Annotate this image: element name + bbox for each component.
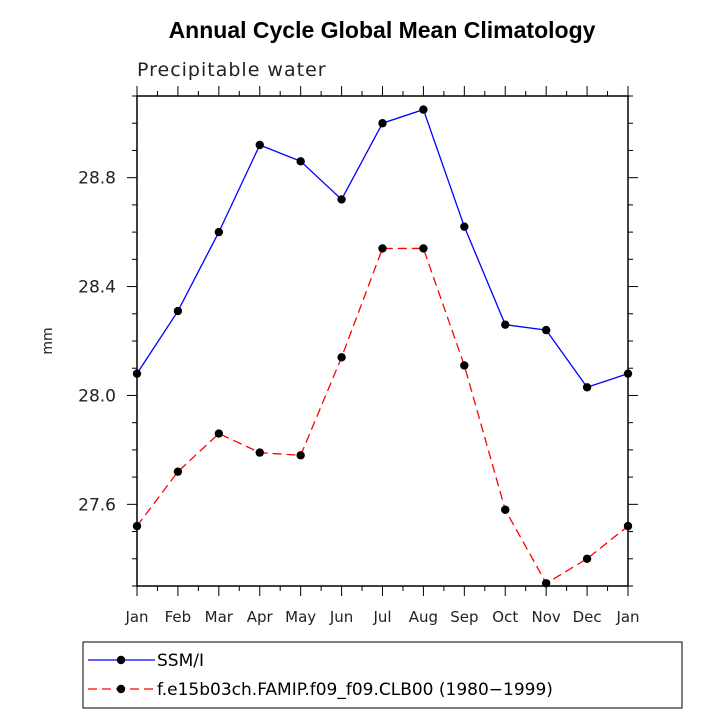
series-2-point [255,448,264,457]
legend-label-2: f.e15b03ch.FAMIP.f09_f09.CLB00 (1980−199… [157,680,553,700]
x-tick-label: Sep [450,608,478,626]
series-1-point [378,119,387,128]
series-2-point [623,521,633,531]
chart-subtitle: Precipitable water [137,59,327,81]
x-tick-label: Apr [247,608,274,626]
series-1-point [460,222,469,231]
series-2-point [541,579,551,588]
series-2-point [419,244,428,253]
series-2-point [460,361,469,370]
series-1-point [419,105,428,114]
series-1-point [623,369,633,378]
x-tick-labels: Jan Feb Mar Apr May Jun Jul Aug Sep Oct Nov Dec Jan [124,608,639,626]
series-2-point [214,429,224,438]
series-line-2 [136,247,629,585]
x-tick-label: Dec [573,608,602,626]
series-2-point [132,521,142,531]
x-tick-label: May [285,608,316,626]
series-1-point [214,227,224,237]
series-1-point [296,157,305,166]
x-tick-label: Jun [329,608,353,626]
series-1-point [337,195,346,204]
series-2-point [173,467,183,476]
series-1-point [501,320,510,329]
series-2-point [582,554,592,563]
series-1-point [132,369,142,378]
x-tick-label: Oct [492,608,518,626]
series-2-point [501,505,510,514]
chart-title: Annual Cycle Global Mean Climatology [169,17,596,43]
y-tick-label: 28.8 [78,169,116,189]
series-1-point [255,140,264,150]
legend-label-1: SSM/I [157,651,204,671]
legend-marker-2 [116,684,126,694]
y-tick-label: 28.4 [78,278,116,298]
series-2-point [296,451,305,460]
y-tick-label: 28.0 [78,386,116,406]
axis-ticks [127,86,638,596]
series-2-point [378,244,387,253]
x-tick-label: Mar [205,608,234,626]
x-tick-label: Nov [532,608,561,626]
series-1-point [582,383,592,392]
y-tick-label: 27.6 [78,495,116,515]
legend: SSM/I f.e15b03ch.FAMIP.f09_f09.CLB00 (198… [82,641,683,709]
y-axis-label: mm [40,327,56,354]
series-lines [132,105,633,588]
series-1-point [173,306,183,316]
series-1-point [541,325,551,335]
x-tick-label: Feb [165,608,192,626]
x-tick-label: Jan [124,608,148,626]
x-tick-label: Jul [372,608,391,626]
x-tick-label: Aug [409,608,438,626]
y-tick-labels: 27.6 28.0 28.4 28.8 [78,169,116,516]
series-2-point [337,353,346,362]
legend-box [82,641,683,709]
x-tick-label: Jan [615,608,639,626]
legend-marker-1 [116,655,126,665]
